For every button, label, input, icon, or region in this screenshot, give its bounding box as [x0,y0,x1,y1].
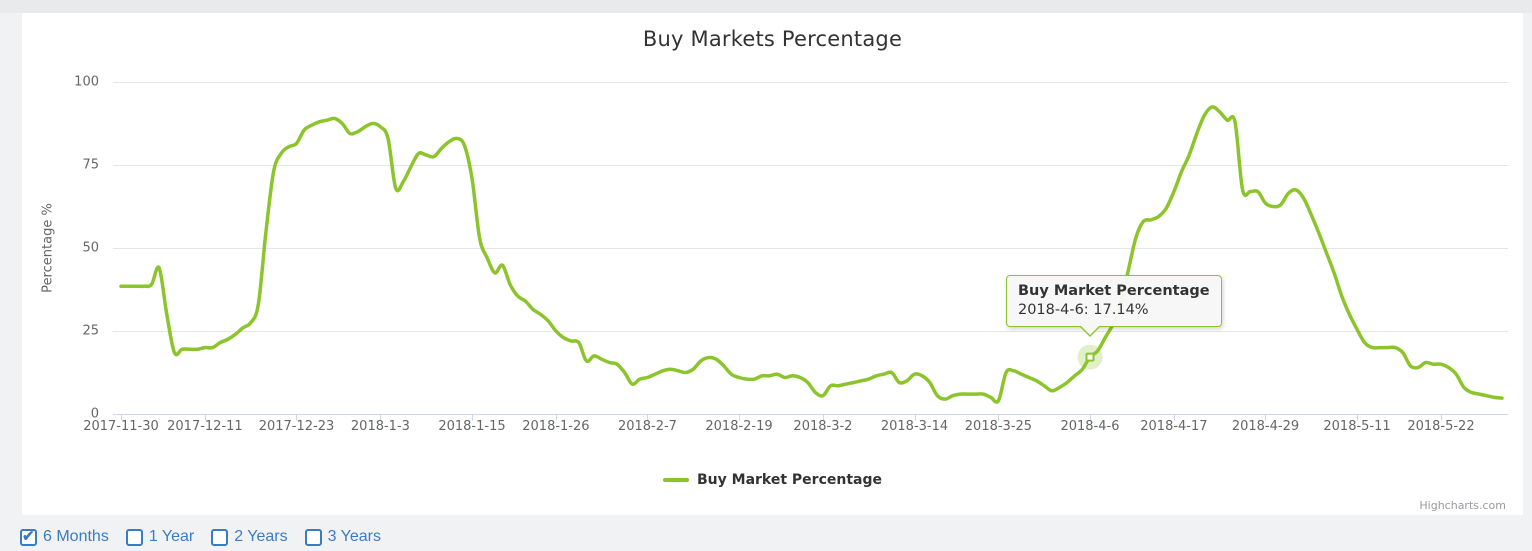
filter-3-years[interactable]: 3 Years [304,528,381,546]
period-filter-bar: 6 Months 1 Year 2 Years 3 Years [20,527,381,546]
filter-3-years-label[interactable]: 3 Years [327,528,381,545]
legend-item-buy-market-percentage[interactable]: Buy Market Percentage [663,472,882,488]
chart-tooltip: Buy Market Percentage 2018-4-6: 17.14% [1005,275,1222,338]
chart-title: Buy Markets Percentage [642,27,903,51]
legend-line-icon [663,478,689,482]
y-tick-label: 25 [82,323,99,339]
x-tick-label: 2018-1-26 [522,419,590,434]
x-tick-label: 2018-3-14 [880,419,949,434]
filter-1-year-label[interactable]: 1 Year [148,528,195,545]
filter-1-year[interactable]: 1 Year [125,528,195,546]
checkbox-6-months-icon[interactable] [20,527,37,546]
x-tick-label: 2018-2-7 [617,419,677,434]
x-tick-label: 2018-5-22 [1407,419,1475,434]
highcharts-credits-link[interactable]: Highcharts.com [1419,499,1506,512]
checkbox-3-years-icon[interactable] [304,528,322,546]
x-tick-label: 2018-4-17 [1140,419,1208,434]
x-tick-label: 2017-11-30 [83,419,159,434]
tooltip-series-name: Buy Market Percentage [1017,283,1210,300]
tooltip-arrow [1078,326,1101,338]
chart-panel: Buy Markets Percentage Percentage % 0 25… [22,13,1523,515]
x-tick-label: 2017-12-23 [258,419,335,434]
y-tick-label: 0 [90,406,99,422]
x-tick-label: 2018-1-15 [438,419,506,434]
x-tick-label: 2018-2-19 [705,419,773,434]
tooltip-value: 2018-4-6: 17.14% [1017,302,1149,319]
y-axis-title: Percentage % [40,203,56,293]
x-tick-label: 2018-4-29 [1231,419,1300,434]
filter-6-months-label[interactable]: 6 Months [43,528,109,545]
y-tick-label: 100 [74,74,99,90]
x-tick-label: 2018-4-6 [1060,419,1120,434]
filter-2-years-label[interactable]: 2 Years [234,528,288,545]
filter-6-months[interactable]: 6 Months [20,527,109,546]
y-tick-label: 75 [82,157,99,173]
y-tick-label: 50 [82,240,99,256]
legend: Buy Market Percentage [22,472,1523,488]
x-tick-label: 2018-1-3 [350,419,410,434]
chart-plot-area[interactable] [22,13,1523,515]
x-tick-label: 2018-3-25 [964,419,1033,434]
legend-label: Buy Market Percentage [697,472,882,488]
top-strip [0,0,1532,13]
x-tick-label: 2017-12-11 [167,419,243,434]
filter-2-years[interactable]: 2 Years [211,528,288,546]
checkbox-1-year-icon[interactable] [125,528,143,546]
x-tick-label: 2018-5-11 [1323,419,1391,434]
checkbox-2-years-icon[interactable] [211,528,229,546]
x-tick-label: 2018-3-2 [793,419,853,434]
